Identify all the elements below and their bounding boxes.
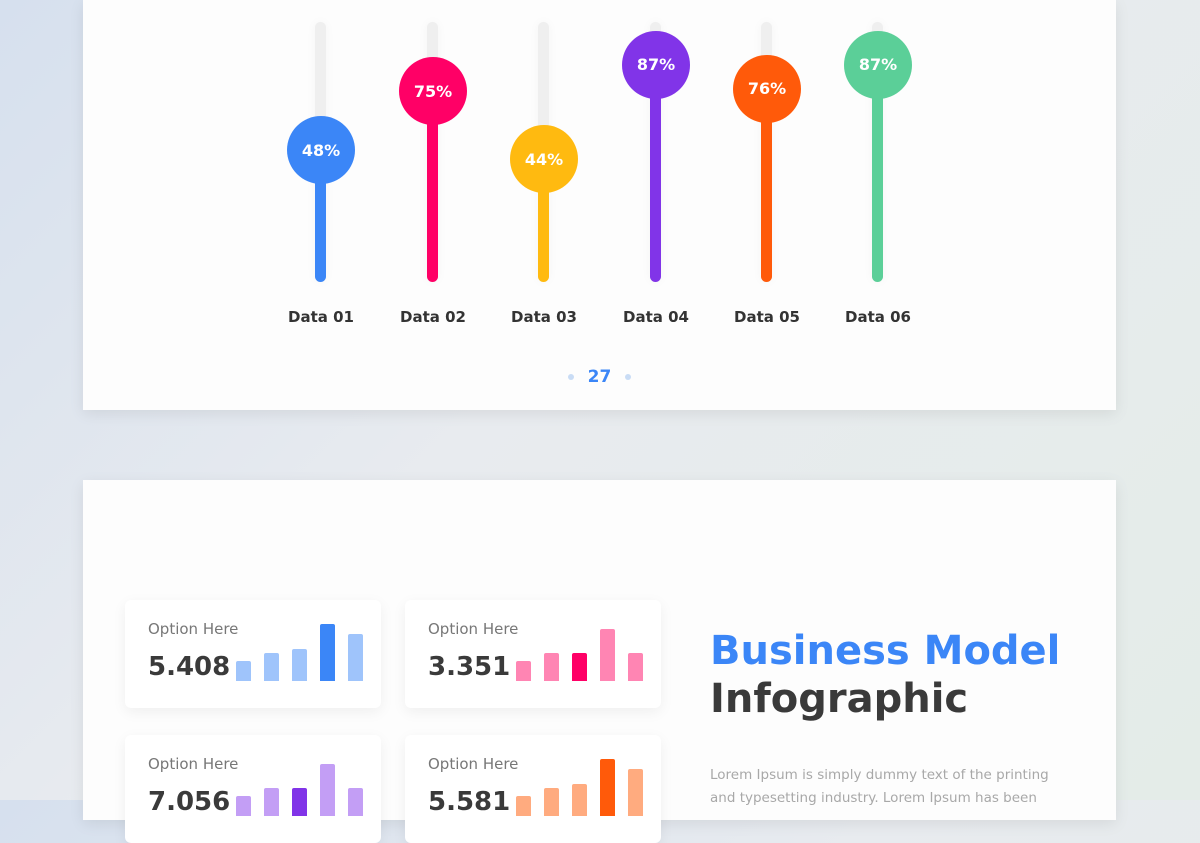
mini-bar: [320, 624, 335, 681]
slider-fill: [427, 91, 438, 282]
slider-value: 44%: [524, 149, 564, 169]
slider-fill: [650, 64, 661, 282]
data-label: Data 03: [511, 308, 577, 326]
mini-bar: [628, 769, 643, 816]
mini-bar: [348, 634, 363, 681]
mini-bar: [572, 653, 587, 681]
slider-3: 44%: [510, 22, 578, 287]
pager-dot: [567, 374, 574, 380]
mini-bar: [264, 788, 279, 816]
option-card: Option Here 5.408: [125, 600, 381, 708]
option-value: 5.408: [148, 652, 231, 682]
data-label: Data 06: [845, 308, 911, 326]
mini-bar: [600, 629, 615, 681]
mini-bar: [292, 788, 307, 816]
slider-knob: 76%: [733, 54, 801, 123]
option-label: Option Here: [428, 620, 519, 638]
option-label: Option Here: [148, 755, 239, 773]
mini-bar: [544, 653, 559, 681]
body-text: Lorem Ipsum is simply dummy text of the …: [710, 767, 1049, 806]
mini-bar: [348, 788, 363, 816]
slider-knob: 75%: [399, 57, 467, 125]
slider-value: 87%: [636, 55, 676, 75]
title-business-model: Business Model: [710, 628, 1061, 674]
mini-bar: [572, 784, 587, 816]
slider-knob: 87%: [844, 30, 912, 99]
slider-1: 48%: [287, 22, 355, 287]
slider-knob: 44%: [510, 125, 578, 194]
mini-bar: [236, 796, 251, 816]
slider-2: 75%: [399, 22, 467, 287]
pagination: 27: [83, 367, 1116, 387]
option-card: Option Here 7.056: [125, 735, 381, 843]
mini-bar: [236, 661, 251, 681]
option-value: 5.581: [428, 787, 511, 817]
mini-bar: [516, 661, 531, 681]
data-label: Data 04: [623, 308, 689, 326]
mini-bar: [320, 764, 335, 816]
slider-value: 48%: [301, 140, 341, 160]
mini-bar: [292, 649, 307, 681]
option-value: 7.056: [148, 787, 231, 817]
slider-value: 75%: [413, 81, 453, 101]
pager-dot: [625, 374, 632, 380]
option-card: Option Here 5.581: [405, 735, 661, 843]
mini-bar: [544, 788, 559, 816]
slider-knob: 87%: [622, 30, 690, 99]
slider-6: 87%: [844, 22, 912, 287]
slider-knob: 48%: [287, 116, 355, 185]
slide-slider-chart: 48% Data 01 75% Data 02 44% Data 03 87% Data…: [83, 0, 1116, 410]
slider-4: 87%: [622, 22, 690, 287]
slide-business-model: Business Model Infographic Lorem Ipsum i…: [83, 480, 1116, 843]
data-label: Data 05: [734, 308, 800, 326]
mini-bar: [264, 653, 279, 681]
mini-bar: [628, 653, 643, 681]
option-label: Option Here: [148, 620, 239, 638]
slider-value: 87%: [858, 55, 898, 75]
slider-value: 76%: [747, 79, 787, 99]
slider-fill: [538, 159, 549, 282]
data-label: Data 01: [288, 308, 354, 326]
title-infographic: Infographic: [710, 676, 969, 722]
option-card: Option Here 3.351: [405, 600, 661, 708]
slider-5: 76%: [733, 22, 801, 287]
option-value: 3.351: [428, 652, 511, 682]
mini-bar: [600, 759, 615, 816]
slider-fill: [761, 88, 772, 282]
data-label: Data 02: [400, 308, 466, 326]
option-label: Option Here: [428, 755, 519, 773]
page-number: 27: [587, 367, 612, 387]
slider-fill: [872, 64, 883, 282]
slider-fill: [315, 150, 326, 282]
mini-bar: [516, 796, 531, 816]
